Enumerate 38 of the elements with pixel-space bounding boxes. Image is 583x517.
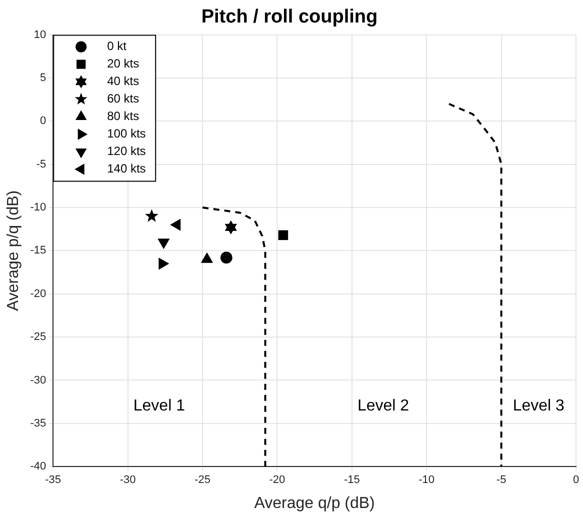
y-tick-label: -5 [36,158,46,170]
x-tick-label: 0 [572,474,580,486]
legend-label: 0 kt [107,39,128,54]
y-axis-title: Average p/q (dB) [5,190,22,312]
legend-label: 20 kts [107,56,140,71]
line-series [448,102,502,467]
y-tick-label: -40 [30,460,46,473]
y-tick-label: 10 [34,28,46,41]
annotation: Level 2 [357,398,410,415]
line-series [202,206,266,467]
y-tick-label: -25 [30,331,46,344]
y-tick-label: -35 [30,417,46,430]
y-tick-label: 5 [40,72,46,84]
x-axis-title: Average q/p (dB) [254,494,375,512]
x-tick-label: -20 [269,474,286,486]
annotation: Level 3 [512,398,565,415]
y-tick-label: 0 [40,115,46,128]
x-tick-label: -25 [194,474,210,486]
point [224,220,237,234]
point [220,252,232,264]
y-tick-label: -10 [30,202,46,214]
y-tick-label: -20 [30,288,46,300]
legend-label: 40 kts [107,74,140,88]
x-tick-label: -5 [496,474,506,486]
annotation: Level 1 [133,398,186,415]
y-tick-label: -30 [30,374,46,386]
legend-label: 80 kts [107,109,140,124]
x-tick-label: -30 [120,474,136,486]
x-tick-label: -10 [418,474,435,486]
legend-label: 100 kts [107,126,146,141]
legend-label: 140 kts [107,162,146,176]
legend-label: 120 kts [107,144,146,158]
point [145,209,158,222]
legend-label: 60 kts [107,92,140,106]
chart-title: Pitch / roll coupling [201,6,378,28]
point [278,230,288,240]
y-tick-label: -15 [30,244,46,257]
x-tick-label: -15 [344,474,360,486]
